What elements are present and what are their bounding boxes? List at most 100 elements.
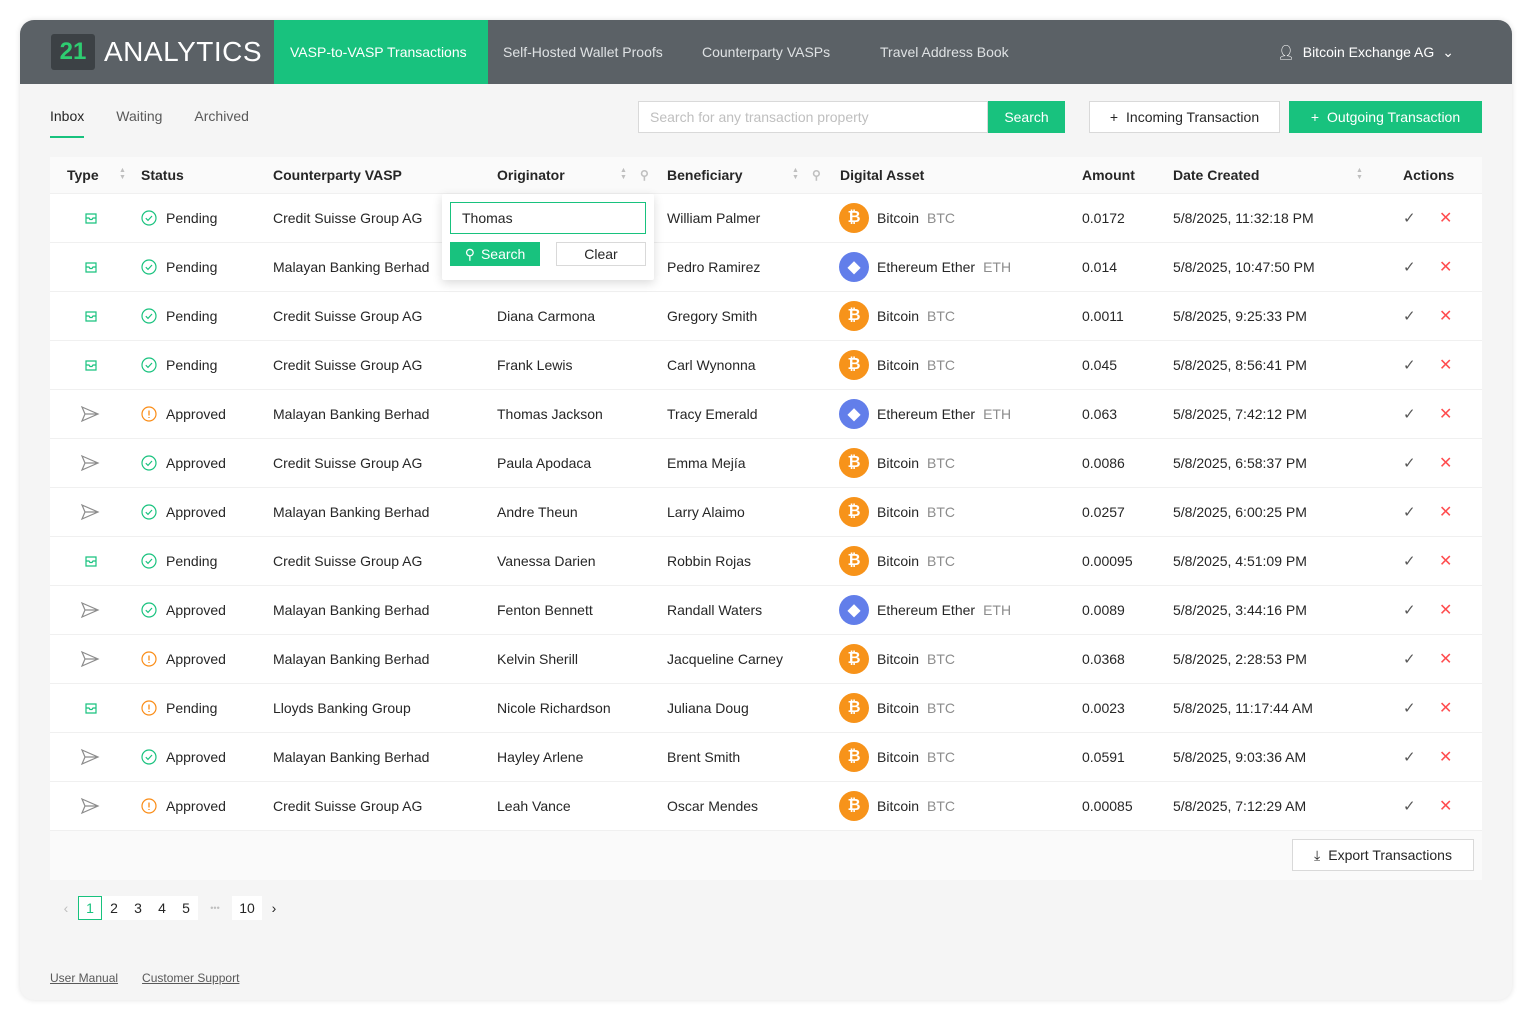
incoming-transaction-button[interactable]: + Incoming Transaction xyxy=(1089,101,1280,133)
filter-search-icon[interactable]: ⚲ xyxy=(640,168,649,182)
column-header[interactable]: Digital Asset xyxy=(840,167,925,183)
asset-symbol: BTC xyxy=(927,651,956,667)
table-row[interactable]: Pending Credit Suisse Group AG Diana Carmo… xyxy=(50,292,1482,341)
table-row[interactable]: Approved Malayan Banking Berhad Thomas Jac… xyxy=(50,390,1482,439)
filter-search-icon[interactable]: ⚲ xyxy=(812,168,821,182)
page-10[interactable]: 10 xyxy=(232,896,262,920)
approve-check-icon[interactable]: ✓ xyxy=(1403,651,1416,668)
date-created: 5/8/2025, 6:58:37 PM xyxy=(1173,455,1307,471)
reject-x-icon[interactable]: ✕ xyxy=(1439,602,1453,619)
export-transactions-button[interactable]: ⤓ Export Transactions xyxy=(1292,839,1474,871)
originator: Andre Theun xyxy=(497,504,578,520)
prev-page-icon[interactable]: ‹ xyxy=(63,900,69,916)
column-header[interactable]: Originator xyxy=(497,167,565,183)
approve-check-icon[interactable]: ✓ xyxy=(1403,210,1416,227)
column-header[interactable]: Date Created xyxy=(1173,167,1260,183)
outgoing-label: Outgoing Transaction xyxy=(1327,109,1461,125)
column-header[interactable]: Amount xyxy=(1082,167,1135,183)
table-row[interactable]: Approved Malayan Banking Berhad Hayley Arl… xyxy=(50,733,1482,782)
page-3[interactable]: 3 xyxy=(126,896,150,920)
reject-x-icon[interactable]: ✕ xyxy=(1439,553,1453,570)
reject-x-icon[interactable]: ✕ xyxy=(1439,651,1453,668)
approve-check-icon[interactable]: ✓ xyxy=(1403,455,1416,472)
amount: 0.0257 xyxy=(1082,504,1125,520)
table-row[interactable]: Pending Malayan Banking Berhad Pedro Ramir… xyxy=(50,243,1482,292)
reject-x-icon[interactable]: ✕ xyxy=(1439,504,1453,521)
nav-travel-address-book[interactable]: Travel Address Book xyxy=(880,44,1009,60)
beneficiary: William Palmer xyxy=(667,210,761,226)
table-row[interactable]: Pending Credit Suisse Group AG Vanessa Dar… xyxy=(50,537,1482,586)
approve-check-icon[interactable]: ✓ xyxy=(1403,553,1416,570)
originator: Leah Vance xyxy=(497,798,571,814)
next-page-icon[interactable]: › xyxy=(271,900,277,916)
table-row[interactable]: Pending Credit Suisse Group AG Frank Lewis… xyxy=(50,341,1482,390)
approve-check-icon[interactable]: ✓ xyxy=(1403,504,1416,521)
check-circle-icon xyxy=(141,504,157,520)
bitcoin-icon: ₿ xyxy=(839,448,869,478)
approve-check-icon[interactable]: ✓ xyxy=(1403,700,1416,717)
beneficiary: Juliana Doug xyxy=(667,700,749,716)
column-header[interactable]: Beneficiary xyxy=(667,167,743,183)
approve-check-icon[interactable]: ✓ xyxy=(1403,259,1416,276)
approve-check-icon[interactable]: ✓ xyxy=(1403,749,1416,766)
table-row[interactable]: Approved Credit Suisse Group AG Leah Vance… xyxy=(50,782,1482,831)
approve-check-icon[interactable]: ✓ xyxy=(1403,308,1416,325)
sort-icon[interactable]: ▲ ▼ xyxy=(119,167,126,181)
nav-self-hosted-wallet-proofs[interactable]: Self-Hosted Wallet Proofs xyxy=(503,44,663,60)
tab-inbox[interactable]: Inbox xyxy=(50,108,85,138)
search-input[interactable]: Search for any transaction property xyxy=(638,101,988,133)
approve-check-icon[interactable]: ✓ xyxy=(1403,357,1416,374)
page-4[interactable]: 4 xyxy=(150,896,174,920)
customer-support-link[interactable]: Customer Support xyxy=(142,971,240,985)
column-header[interactable]: Status xyxy=(141,167,184,183)
filter-search-button[interactable]: ⚲ Search xyxy=(450,242,540,266)
logo[interactable]: 21 ANALYTICS xyxy=(51,34,262,70)
counterparty-vasp: Malayan Banking Berhad xyxy=(273,602,430,618)
table-row[interactable]: Approved Malayan Banking Berhad Fenton Ben… xyxy=(50,586,1482,635)
table-row[interactable]: Approved Malayan Banking Berhad Andre Theu… xyxy=(50,488,1482,537)
nav-counterparty-vasps[interactable]: Counterparty VASPs xyxy=(702,44,831,60)
sort-icon[interactable]: ▲ ▼ xyxy=(792,167,799,181)
info-circle-icon xyxy=(141,798,157,814)
asset-symbol: BTC xyxy=(927,749,956,765)
status-text: Pending xyxy=(166,700,218,716)
page-2[interactable]: 2 xyxy=(102,896,126,920)
page-5[interactable]: 5 xyxy=(174,896,198,920)
column-header[interactable]: Actions xyxy=(1403,167,1455,183)
approve-check-icon[interactable]: ✓ xyxy=(1403,798,1416,815)
page-1[interactable]: 1 xyxy=(78,896,102,920)
reject-x-icon[interactable]: ✕ xyxy=(1439,357,1453,374)
reject-x-icon[interactable]: ✕ xyxy=(1439,798,1453,815)
originator-filter-input[interactable]: Thomas xyxy=(450,202,646,234)
user-menu[interactable]: 👤︎ Bitcoin Exchange AG ⌄ xyxy=(1277,20,1454,84)
table-row[interactable]: Pending Credit Suisse Group AG William Pal… xyxy=(50,194,1482,243)
table-row[interactable]: Approved Credit Suisse Group AG Paula Apod… xyxy=(50,439,1482,488)
approve-check-icon[interactable]: ✓ xyxy=(1403,406,1416,423)
sort-icon[interactable]: ▲ ▼ xyxy=(1356,167,1363,181)
reject-x-icon[interactable]: ✕ xyxy=(1439,259,1453,276)
reject-x-icon[interactable]: ✕ xyxy=(1439,749,1453,766)
reject-x-icon[interactable]: ✕ xyxy=(1439,308,1453,325)
bitcoin-icon: ₿ xyxy=(839,644,869,674)
column-header[interactable]: Type xyxy=(67,167,99,183)
outgoing-transaction-button[interactable]: + Outgoing Transaction xyxy=(1289,101,1482,133)
reject-x-icon[interactable]: ✕ xyxy=(1439,455,1453,472)
table-row[interactable]: Approved Malayan Banking Berhad Kelvin She… xyxy=(50,635,1482,684)
filter-clear-button[interactable]: Clear xyxy=(556,242,646,266)
reject-x-icon[interactable]: ✕ xyxy=(1439,406,1453,423)
amount: 0.0172 xyxy=(1082,210,1125,226)
amount: 0.045 xyxy=(1082,357,1118,373)
tab-waiting[interactable]: Waiting xyxy=(116,108,163,124)
tab-archived[interactable]: Archived xyxy=(194,108,249,124)
approve-check-icon[interactable]: ✓ xyxy=(1403,602,1416,619)
page-ellipsis[interactable]: ••• xyxy=(210,903,220,913)
user-manual-link[interactable]: User Manual xyxy=(50,971,119,985)
table-row[interactable]: Pending Lloyds Banking Group Nicole Richar… xyxy=(50,684,1482,733)
nav-vasp-transactions[interactable]: VASP-to-VASP Transactions xyxy=(274,20,488,84)
ethereum-icon: ◆ xyxy=(839,252,869,282)
reject-x-icon[interactable]: ✕ xyxy=(1439,700,1453,717)
column-header[interactable]: Counterparty VASP xyxy=(273,167,402,183)
sort-icon[interactable]: ▲ ▼ xyxy=(620,167,627,181)
reject-x-icon[interactable]: ✕ xyxy=(1439,210,1453,227)
search-button[interactable]: Search xyxy=(988,101,1065,133)
